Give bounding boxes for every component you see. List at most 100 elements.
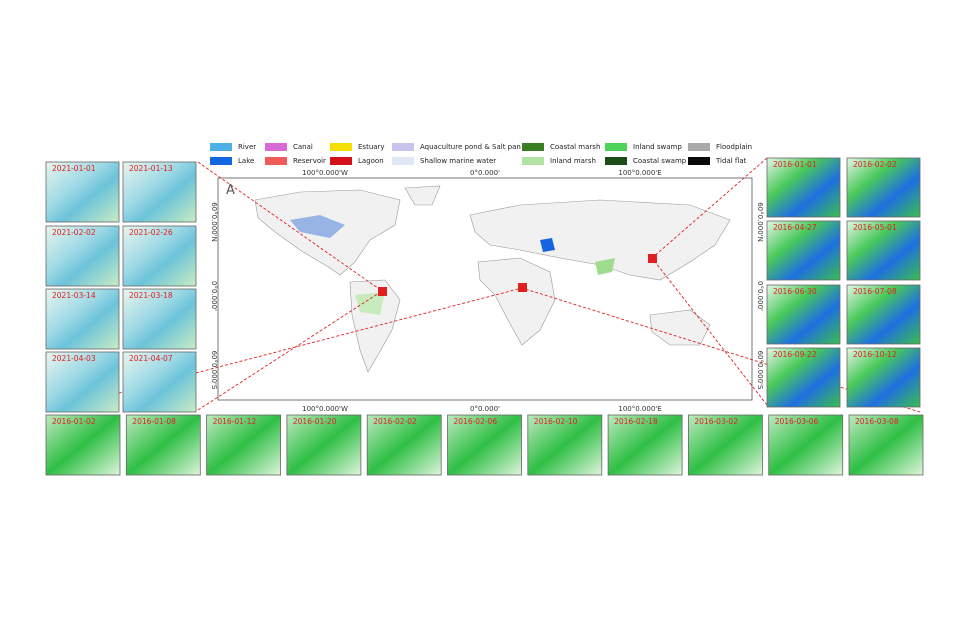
thumbnail-image (847, 348, 920, 407)
thumbnail-date: 2016-04-27 (773, 223, 817, 232)
thumbnail-image (123, 352, 196, 412)
legend-label: Tidal flat (715, 157, 747, 165)
thumbnail-date: 2021-04-07 (129, 354, 173, 363)
thumbnail-image (849, 415, 923, 475)
thumbnail-image (206, 415, 281, 475)
thumbnail-frame (766, 220, 841, 281)
site-marker (518, 283, 527, 292)
thumbnail-image (527, 415, 602, 475)
thumbnail-frame (125, 414, 201, 476)
thumbnail-image (46, 289, 119, 349)
legend-label: Lake (238, 157, 254, 165)
lat-label: 60°0.000'S (756, 351, 764, 390)
thumbnail-image (847, 221, 920, 280)
lon-label: 100°0.000'E (618, 405, 661, 413)
thumbnail-frame (607, 414, 683, 476)
legend-swatch (330, 157, 352, 165)
thumbnail-frame (122, 288, 197, 350)
thumbnail-frame (286, 414, 362, 476)
thumbnail-image (123, 162, 196, 222)
thumbnail-frame (766, 347, 841, 408)
thumbnail-frame (122, 351, 197, 413)
legend-swatch (522, 157, 544, 165)
thumbnail-date: 2016-01-02 (52, 417, 96, 426)
thumbnail-image (46, 226, 119, 286)
thumbnail-date: 2021-03-14 (52, 291, 96, 300)
thumbnail-date: 2021-01-01 (52, 164, 96, 173)
thumbnail-frame (766, 157, 841, 218)
thumbnail-date: 2016-01-01 (773, 160, 817, 169)
thumbnail-image (123, 226, 196, 286)
legend-label: Inland marsh (550, 157, 596, 165)
continents (254, 185, 731, 373)
thumbnail-frame (768, 414, 844, 476)
thumbnail-date: 2016-03-02 (694, 417, 738, 426)
coordinate-labels: 100°0.000'W 0°0.000' 100°0.000'E 100°0.000'… (210, 169, 764, 413)
thumbnail-image (126, 415, 201, 475)
thumbnail-frame (122, 161, 197, 223)
thumbnail-date: 2021-01-13 (129, 164, 173, 173)
thumbnail-date: 2016-01-08 (132, 417, 176, 426)
legend-swatch (210, 157, 232, 165)
thumbnail-frame (45, 225, 120, 287)
thumbnail-date: 2016-10-12 (853, 350, 897, 359)
thumbnail-frame (45, 288, 120, 350)
legend-swatch (688, 157, 710, 165)
thumbnail-frame (846, 347, 921, 408)
legend-label: Aquaculture pond & Salt pan (420, 143, 521, 151)
lon-label: 100°0.000'W (302, 169, 348, 177)
legend-label: Coastal marsh (550, 143, 600, 151)
thumbnail-image (46, 415, 120, 475)
thumbnail-frame (527, 414, 603, 476)
legend-swatch (210, 143, 232, 151)
lon-label: 100°0.000'W (302, 405, 348, 413)
thumbnail-date: 2016-02-18 (614, 417, 658, 426)
thumbnail-frame (122, 225, 197, 287)
thumbnail-date: 2021-02-26 (129, 228, 173, 237)
lat-label: 0°0.000' (210, 281, 218, 311)
thumbnail-image (767, 285, 840, 344)
thumbnail-image (688, 415, 763, 475)
thumbnail-image (367, 415, 442, 475)
thumbnails: 2021-01-01 2021-01-13 2021-02-02 2021-02-26… (45, 157, 924, 476)
lon-label: 0°0.000' (470, 405, 500, 413)
thumbnail-frame (447, 414, 522, 476)
thumbnail-date: 2016-03-08 (855, 417, 899, 426)
legend-label: Estuary (358, 143, 385, 151)
thumbnail-image (847, 285, 920, 344)
thumbnail-date: 2016-07-08 (853, 287, 897, 296)
thumbnail-image (767, 221, 840, 280)
thumbnail-image (608, 415, 683, 475)
thumbnail-date: 2016-02-06 (454, 417, 498, 426)
thumbnail-image (767, 348, 840, 407)
thumbnail-frame (366, 414, 442, 476)
thumbnail-image (286, 415, 361, 475)
lat-label: 60°0.000'N (210, 202, 218, 242)
thumbnail-image (447, 415, 522, 475)
legend-label: Inland swamp (633, 143, 682, 151)
legend-label: Canal (293, 143, 313, 151)
thumbnail-date: 2016-06-30 (773, 287, 817, 296)
thumbnail-frame (848, 414, 924, 476)
lon-label: 0°0.000' (470, 169, 500, 177)
thumbnail-date: 2016-05-01 (853, 223, 897, 232)
thumbnail-frame (45, 414, 121, 476)
thumbnail-date: 2016-02-02 (853, 160, 897, 169)
legend-swatch (265, 157, 287, 165)
thumbnail-frame (206, 414, 282, 476)
thumbnail-date: 2016-01-20 (293, 417, 337, 426)
legend-swatch (392, 143, 414, 151)
lat-label: 60°0.000'N (756, 202, 764, 242)
thumbnail-date: 2021-02-02 (52, 228, 96, 237)
thumbnail-frame (45, 161, 120, 223)
legend-swatch (688, 143, 710, 151)
legend-label: Shallow marine water (420, 157, 496, 165)
legend: River Canal Estuary Aquaculture pond & Salt… (210, 143, 752, 165)
thumbnail-frame (846, 157, 921, 218)
thumbnail-image (768, 415, 843, 475)
legend-swatch (265, 143, 287, 151)
thumbnail-image (847, 158, 920, 217)
thumbnail-date: 2021-04-03 (52, 354, 96, 363)
thumbnail-image (767, 158, 840, 217)
